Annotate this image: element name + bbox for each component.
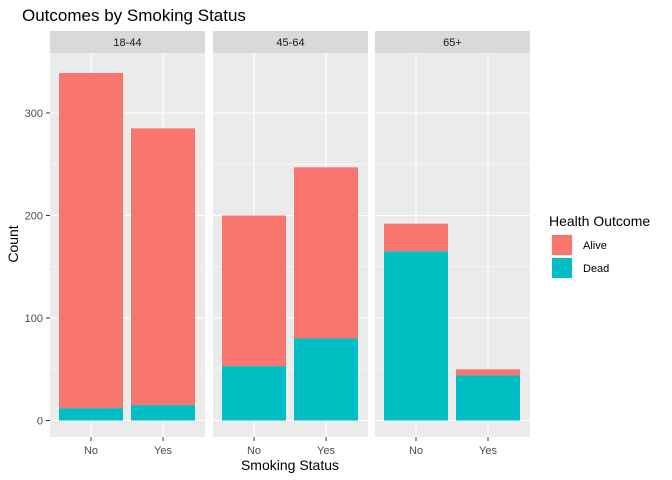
facet-18-44: 18-44 No Yes: [50, 31, 205, 457]
y-tick-label: 0: [37, 416, 43, 428]
legend-key-alive: [552, 235, 572, 255]
facet-panels: 18-44 No Yes 45-64 No Yes 65+ No Yes: [50, 31, 530, 457]
legend-label-dead: Dead: [583, 263, 609, 275]
facet-strip: [375, 31, 530, 53]
facet-strip: [213, 31, 368, 53]
bar-alive-18-44-Yes: [131, 128, 195, 406]
y-tick-label: 200: [25, 211, 43, 223]
legend-title: Health Outcome: [549, 213, 650, 229]
bar-dead-18-44-Yes: [131, 405, 195, 421]
x-tick-label: Yes: [479, 445, 497, 457]
facet-strip: [50, 31, 205, 53]
bar-dead-65+-No: [384, 251, 448, 421]
bar-dead-65+-Yes: [456, 375, 520, 421]
bar-alive-45-64-No: [222, 215, 286, 367]
y-tick-label: 300: [25, 108, 43, 120]
legend-label-alive: Alive: [583, 240, 607, 252]
bar-dead-45-64-Yes: [294, 338, 358, 421]
facet-strip-label: 65+: [443, 37, 462, 49]
facet-65+: 65+ No Yes: [375, 31, 530, 457]
y-axis: 0 100 200 300: [25, 108, 50, 428]
bar-alive-45-64-Yes: [294, 167, 358, 339]
x-tick-label: No: [409, 445, 423, 457]
x-axis-title: Smoking Status: [241, 457, 339, 473]
bar-alive-65+-Yes: [456, 369, 520, 376]
legend-key-dead: [552, 258, 572, 278]
facet-strip-label: 45-64: [276, 37, 304, 49]
bar-dead-18-44-No: [59, 408, 123, 421]
x-tick-label: No: [247, 445, 261, 457]
x-tick-label: Yes: [317, 445, 335, 457]
facet-strip-label: 18-44: [113, 37, 141, 49]
chart-title: Outcomes by Smoking Status: [22, 6, 246, 25]
legend: Health Outcome Alive Dead: [549, 213, 650, 279]
facet-45-64: 45-64 No Yes: [213, 31, 368, 457]
y-axis-title: Count: [5, 225, 21, 262]
x-tick-label: No: [84, 445, 98, 457]
bar-alive-65+-No: [384, 223, 448, 252]
bar-dead-45-64-No: [222, 366, 286, 421]
y-tick-label: 100: [25, 313, 43, 325]
x-tick-label: Yes: [154, 445, 172, 457]
bar-alive-18-44-No: [59, 73, 123, 409]
